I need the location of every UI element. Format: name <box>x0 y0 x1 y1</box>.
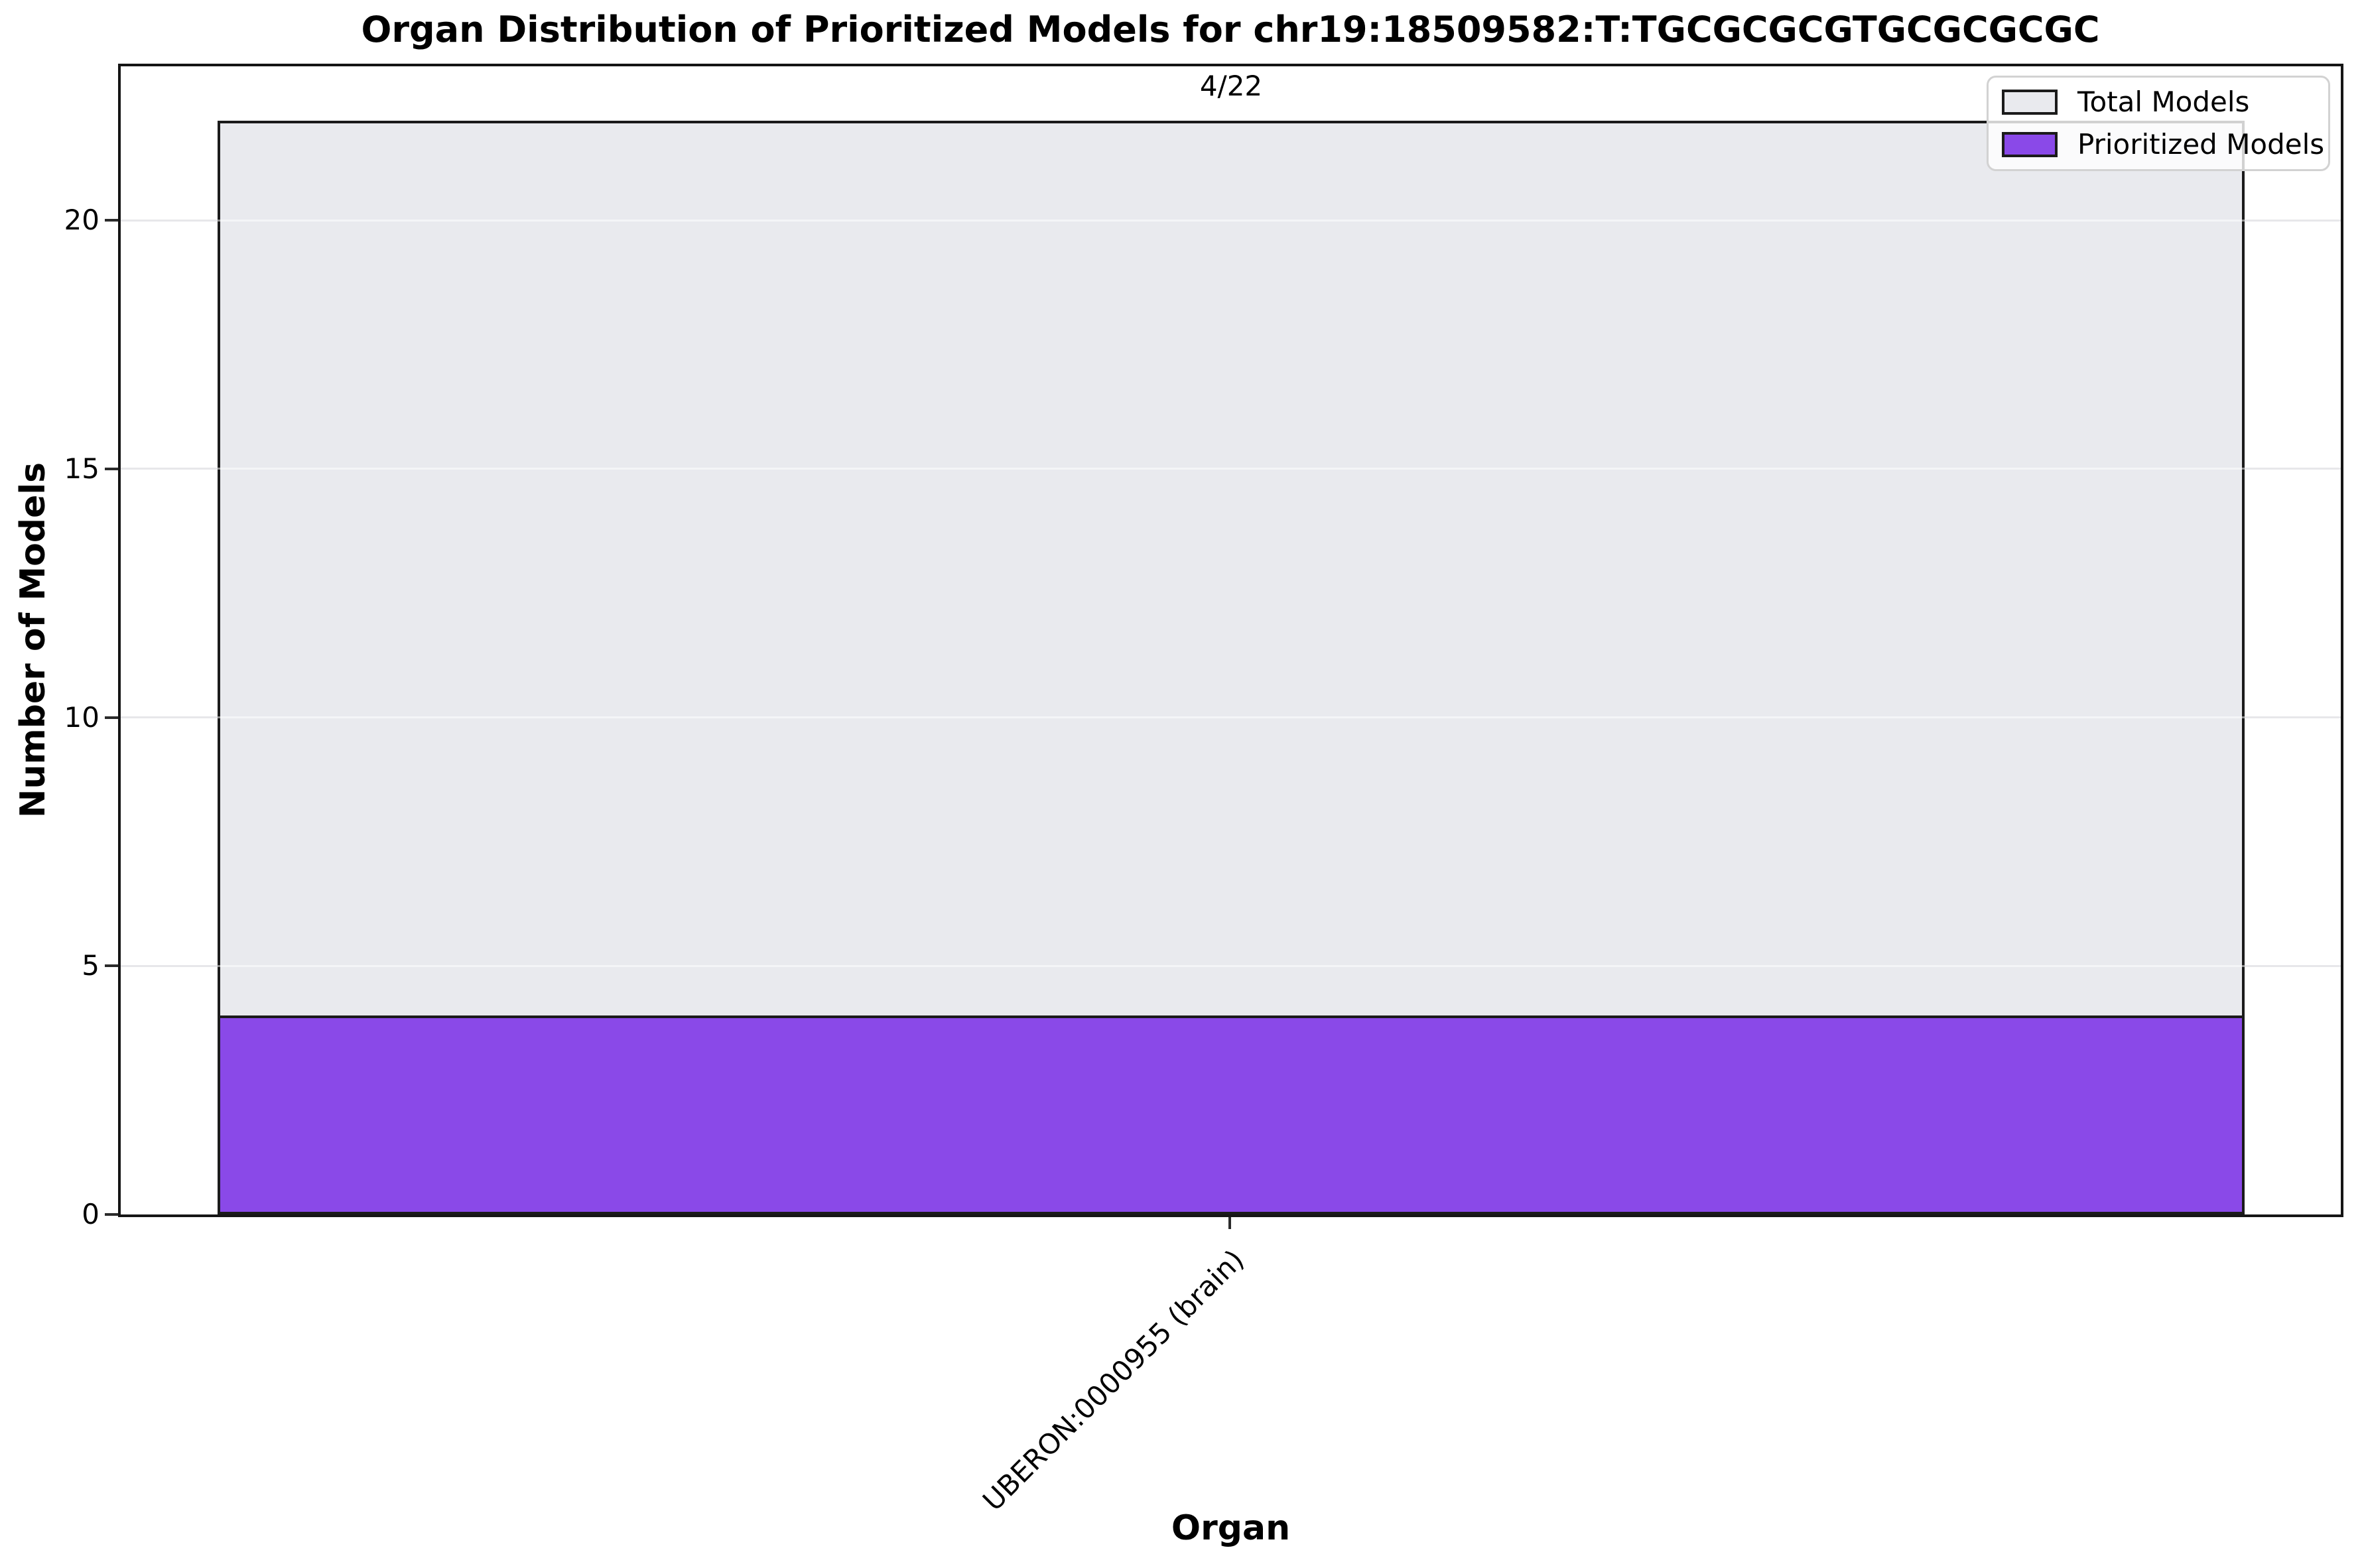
y-tick-label-20: 20 <box>64 204 99 237</box>
legend-label-total: Total Models <box>2077 85 2250 118</box>
total-models-swatch <box>2002 89 2058 115</box>
gridline-overlay-y-20 <box>218 219 2245 222</box>
x-axis-label: Organ <box>1171 1508 1291 1548</box>
gridline-overlay-y-5 <box>218 964 2245 967</box>
prioritized-models-bar <box>218 1015 2245 1214</box>
gridline-overlay-y-15 <box>218 468 2245 470</box>
y-axis-label: Number of Models <box>13 462 53 818</box>
y-tick-label-5: 5 <box>82 949 99 982</box>
x-tick-mark <box>1228 1217 1231 1229</box>
bar-count-annotation: 4/22 <box>1199 70 1263 102</box>
plot-area: 4/22 Total Models Prioritized Models <box>118 64 2343 1217</box>
y-tick-mark-15 <box>105 467 118 470</box>
legend-item-total-models: Total Models <box>2002 85 2315 118</box>
y-tick-label-15: 15 <box>64 452 99 485</box>
y-tick-label-10: 10 <box>64 700 99 734</box>
y-tick-mark-20 <box>105 219 118 222</box>
chart-title: Organ Distribution of Prioritized Models… <box>361 9 2100 50</box>
prioritized-models-swatch <box>2002 132 2058 158</box>
y-tick-mark-10 <box>105 716 118 719</box>
gridline-overlay-y-10 <box>218 716 2245 719</box>
y-tick-mark-0 <box>105 1213 118 1216</box>
legend: Total Models Prioritized Models <box>1987 76 2330 171</box>
legend-label-prioritized: Prioritized Models <box>2077 128 2325 161</box>
y-tick-mark-5 <box>105 964 118 968</box>
legend-item-prioritized-models: Prioritized Models <box>2002 129 2324 160</box>
y-tick-label-0: 0 <box>82 1198 99 1230</box>
